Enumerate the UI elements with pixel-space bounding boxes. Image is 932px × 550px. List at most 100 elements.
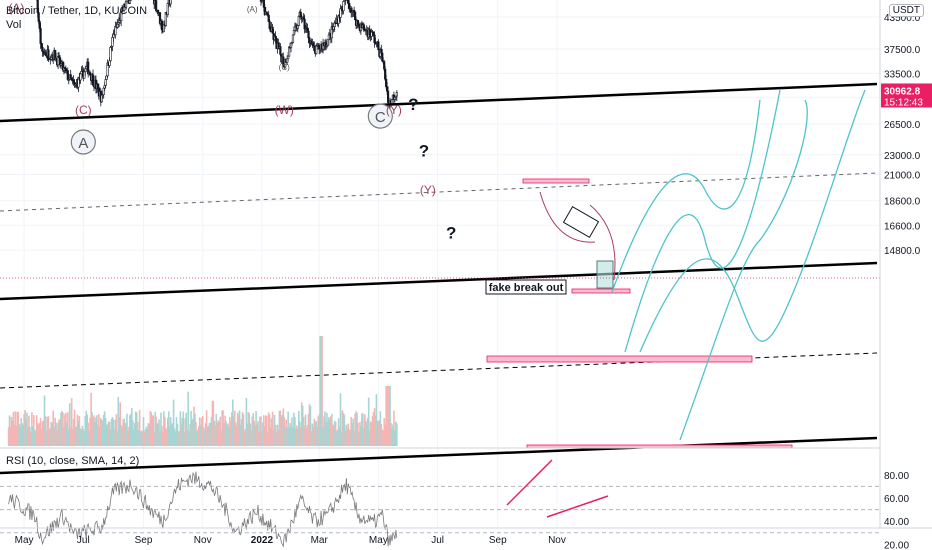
wave-label-small: (A) — [247, 5, 258, 14]
candle-body — [345, 0, 348, 1]
rsi-pane — [0, 447, 880, 548]
candle-body — [111, 37, 114, 47]
volume-bar — [220, 430, 222, 446]
volume-bar — [161, 425, 163, 446]
time-tick: Sep — [135, 535, 153, 546]
candle-body — [279, 46, 282, 55]
volume-bar — [32, 426, 34, 446]
volume-bar — [258, 431, 260, 446]
volume-bar — [66, 412, 69, 446]
volume-bar — [104, 418, 107, 446]
candle-body — [313, 45, 316, 51]
candle-body — [384, 68, 387, 80]
volume-bar — [47, 416, 50, 446]
volume-bar — [262, 422, 264, 446]
candle-body — [286, 58, 289, 63]
volume-bar — [192, 418, 194, 446]
volume-bar — [45, 430, 48, 446]
volume-bar — [218, 421, 221, 446]
question-mark: ? — [446, 224, 456, 243]
symbol-title[interactable]: Bitcoin / Tether, 1D, KUCOIN — [6, 5, 148, 17]
volume-bar — [127, 430, 129, 446]
volume-bar — [187, 391, 189, 446]
volume-bar — [59, 419, 61, 446]
volume-bar — [181, 417, 184, 446]
price-tick: 16600.0 — [884, 221, 921, 232]
volume-bar — [17, 411, 20, 446]
volume-bar — [143, 431, 146, 446]
volume-bar — [191, 420, 193, 446]
volume-bar — [46, 417, 49, 446]
volume-bar — [116, 431, 119, 446]
volume-bar — [24, 410, 26, 446]
volume-bar — [150, 412, 153, 446]
volume-bar — [205, 410, 208, 446]
volume-bar — [227, 423, 229, 446]
volume-bar — [369, 421, 372, 446]
fake-breakout-label: fake break out — [489, 282, 564, 294]
volume-bar — [382, 430, 385, 446]
volume-bar — [144, 429, 147, 446]
candle-body — [362, 24, 365, 31]
candle-body — [385, 78, 388, 88]
candle-body — [169, 0, 172, 5]
volume-bar — [370, 422, 373, 446]
volume-bar — [57, 422, 59, 446]
volume-bar — [109, 429, 112, 446]
candle-body — [109, 47, 112, 62]
volume-bar — [107, 421, 110, 446]
volume-bar — [60, 412, 62, 446]
candle-body — [393, 96, 396, 100]
volume-bar — [232, 416, 235, 446]
volume-bar — [210, 417, 213, 446]
volume-bar — [35, 415, 38, 446]
volume-bar — [126, 413, 128, 446]
candle-body — [66, 70, 69, 80]
volume-bar — [174, 431, 177, 446]
volume-bar — [154, 411, 156, 446]
volume-bar — [82, 428, 85, 446]
volume-bar — [183, 431, 186, 446]
volume-bar — [71, 429, 74, 446]
wave-label: (W) — [275, 103, 294, 117]
x-wave-box — [522, 178, 590, 184]
volume-bar — [243, 431, 246, 446]
volume-bar — [43, 395, 46, 446]
candle-body — [83, 71, 86, 79]
candle-body — [72, 80, 75, 84]
volume-bar — [212, 401, 215, 446]
rsi-legend[interactable]: RSI (10, close, SMA, 14, 2) — [6, 455, 140, 467]
wave-label: (A) — [8, 1, 24, 15]
volume-bar — [327, 422, 329, 446]
volume-bar — [315, 420, 318, 446]
candle-body — [166, 3, 169, 15]
volume-bar — [197, 429, 199, 446]
volume-bar — [278, 410, 281, 446]
volume-bar — [136, 421, 139, 446]
volume-bar — [309, 405, 312, 446]
volume-bar — [198, 426, 200, 446]
volume-bar — [279, 410, 282, 446]
volume-bar — [360, 425, 362, 446]
volume-bar — [257, 421, 259, 446]
candle-body — [383, 61, 386, 70]
countdown-text: 15:12:43 — [884, 97, 923, 108]
candle-body — [39, 28, 42, 44]
volume-bar — [52, 410, 55, 446]
volume-bar — [137, 429, 140, 446]
volume-bar — [164, 417, 166, 446]
volume-bar — [351, 423, 353, 446]
volume-bar — [196, 431, 198, 446]
candle-body — [315, 45, 318, 54]
volume-bar — [102, 415, 105, 446]
currency-button[interactable]: USDT — [888, 4, 924, 17]
volume-bar — [285, 419, 287, 446]
volume-bar — [282, 408, 285, 446]
volume-bar — [335, 431, 338, 446]
volume-bar — [269, 427, 272, 446]
candle-body — [380, 48, 383, 54]
candle-body — [327, 34, 330, 41]
volume-bar — [250, 429, 253, 446]
volume-bar — [225, 421, 227, 446]
